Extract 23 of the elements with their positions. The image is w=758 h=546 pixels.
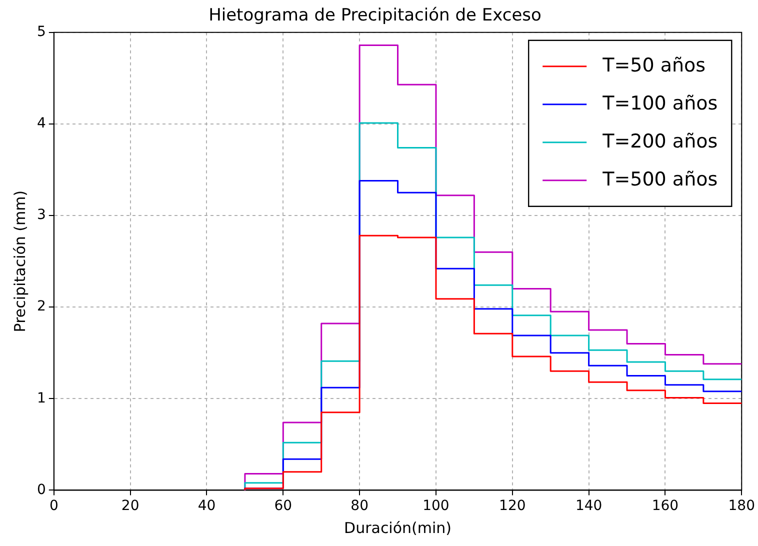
x-tick-label: 40 bbox=[198, 498, 216, 514]
x-tick-label: 120 bbox=[499, 498, 526, 514]
y-tick-label: 5 bbox=[36, 24, 46, 40]
y-tick-label: 4 bbox=[36, 116, 46, 132]
legend-label: T=200 años bbox=[602, 130, 718, 152]
legend-label: T=100 años bbox=[602, 92, 718, 114]
x-tick-label: 140 bbox=[575, 498, 602, 514]
x-tick-label: 180 bbox=[728, 498, 756, 514]
y-tick-label: 2 bbox=[36, 298, 46, 315]
x-axis-title: Duración(min) bbox=[344, 518, 452, 537]
y-tick-label: 1 bbox=[36, 390, 46, 406]
x-tick-label: 80 bbox=[350, 498, 368, 514]
x-tick-label: 0 bbox=[49, 498, 58, 514]
y-axis-title: Precipitación (mm) bbox=[10, 190, 29, 332]
legend-label: T=500 años bbox=[602, 168, 718, 190]
x-tick-label: 20 bbox=[121, 498, 140, 514]
x-tick-label: 160 bbox=[652, 498, 679, 514]
x-tick-label: 100 bbox=[422, 498, 450, 514]
y-tick-label: 0 bbox=[36, 482, 46, 498]
legend-label: T=50 años bbox=[602, 54, 706, 76]
x-tick-label: 60 bbox=[274, 498, 292, 514]
y-tick-label: 3 bbox=[36, 207, 46, 224]
chart-title: Hietograma de Precipitación de Exceso bbox=[208, 6, 542, 26]
